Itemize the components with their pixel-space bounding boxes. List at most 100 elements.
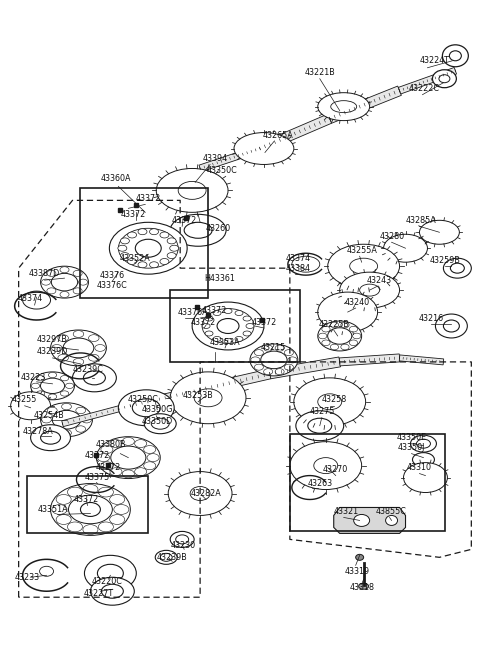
Ellipse shape xyxy=(205,331,213,336)
Text: 43372: 43372 xyxy=(74,495,99,504)
Ellipse shape xyxy=(410,435,436,452)
Text: 43375: 43375 xyxy=(85,473,110,482)
Ellipse shape xyxy=(132,399,160,417)
Ellipse shape xyxy=(205,316,213,321)
Ellipse shape xyxy=(147,454,159,462)
Ellipse shape xyxy=(76,426,85,432)
Ellipse shape xyxy=(101,445,113,453)
Text: 43374: 43374 xyxy=(18,293,43,303)
Text: 43352A: 43352A xyxy=(120,253,151,263)
Text: 43376C: 43376C xyxy=(97,280,128,290)
Ellipse shape xyxy=(224,309,232,314)
Text: 43258: 43258 xyxy=(322,395,348,404)
Ellipse shape xyxy=(167,238,176,244)
Text: 43222C: 43222C xyxy=(409,84,440,93)
Polygon shape xyxy=(258,114,332,153)
Ellipse shape xyxy=(88,354,99,361)
Ellipse shape xyxy=(120,238,130,244)
Ellipse shape xyxy=(213,310,221,316)
Text: 43350C: 43350C xyxy=(207,166,238,175)
Text: 43310: 43310 xyxy=(407,463,432,472)
Ellipse shape xyxy=(110,440,122,447)
Ellipse shape xyxy=(264,345,273,351)
Text: 43259B: 43259B xyxy=(430,255,461,265)
Text: 43239D: 43239D xyxy=(37,347,68,356)
Ellipse shape xyxy=(11,392,50,420)
Ellipse shape xyxy=(122,470,134,477)
Ellipse shape xyxy=(439,75,450,83)
Ellipse shape xyxy=(61,403,72,410)
Ellipse shape xyxy=(202,309,254,343)
Ellipse shape xyxy=(144,414,176,434)
Text: 43372: 43372 xyxy=(85,451,110,460)
Ellipse shape xyxy=(341,344,349,350)
Ellipse shape xyxy=(65,383,74,388)
Ellipse shape xyxy=(150,229,158,234)
Text: 43350G: 43350G xyxy=(142,405,173,414)
Text: 43275: 43275 xyxy=(310,407,336,417)
Ellipse shape xyxy=(52,504,67,514)
Bar xyxy=(170,290,300,362)
Ellipse shape xyxy=(213,337,221,341)
Ellipse shape xyxy=(178,181,206,199)
Ellipse shape xyxy=(114,504,129,514)
Ellipse shape xyxy=(40,378,65,394)
Ellipse shape xyxy=(73,358,84,365)
Ellipse shape xyxy=(160,553,172,561)
Ellipse shape xyxy=(31,372,74,400)
Ellipse shape xyxy=(83,525,98,534)
Ellipse shape xyxy=(58,335,69,341)
Ellipse shape xyxy=(192,302,264,350)
Text: 43224T: 43224T xyxy=(420,56,449,66)
Ellipse shape xyxy=(328,328,352,344)
Text: 43243: 43243 xyxy=(367,276,392,285)
Polygon shape xyxy=(199,369,271,395)
Text: 43216: 43216 xyxy=(419,314,444,322)
Ellipse shape xyxy=(110,468,122,476)
Ellipse shape xyxy=(48,373,57,378)
Ellipse shape xyxy=(234,132,294,164)
Text: 43255A: 43255A xyxy=(346,246,377,255)
Ellipse shape xyxy=(84,555,136,591)
Polygon shape xyxy=(62,403,131,426)
Ellipse shape xyxy=(69,495,112,524)
Ellipse shape xyxy=(217,318,239,333)
Ellipse shape xyxy=(308,419,332,433)
Ellipse shape xyxy=(135,239,161,257)
Text: 43239C: 43239C xyxy=(73,365,104,375)
Polygon shape xyxy=(334,508,406,533)
Text: 43376A: 43376A xyxy=(178,308,208,316)
Ellipse shape xyxy=(101,584,123,598)
Ellipse shape xyxy=(63,338,94,358)
Ellipse shape xyxy=(36,375,45,381)
Text: 43233: 43233 xyxy=(15,572,40,582)
Text: 43227T: 43227T xyxy=(84,589,113,598)
Ellipse shape xyxy=(349,326,358,332)
Text: 43350D: 43350D xyxy=(142,417,173,426)
Ellipse shape xyxy=(56,515,71,525)
Text: 43353A: 43353A xyxy=(210,339,240,347)
Polygon shape xyxy=(339,354,400,366)
Ellipse shape xyxy=(194,389,222,407)
Ellipse shape xyxy=(330,322,338,328)
Ellipse shape xyxy=(328,244,399,288)
Ellipse shape xyxy=(168,472,232,515)
Text: 43372: 43372 xyxy=(96,463,121,472)
Ellipse shape xyxy=(246,324,254,329)
Ellipse shape xyxy=(128,259,137,265)
Text: 43265A: 43265A xyxy=(263,131,293,140)
Ellipse shape xyxy=(109,515,125,525)
Text: 43318: 43318 xyxy=(349,583,374,591)
Ellipse shape xyxy=(119,390,174,426)
Text: 43372: 43372 xyxy=(120,210,146,219)
Ellipse shape xyxy=(36,391,45,396)
Ellipse shape xyxy=(60,391,69,396)
Text: 43215: 43215 xyxy=(260,343,286,352)
Ellipse shape xyxy=(84,371,106,385)
Ellipse shape xyxy=(156,168,228,212)
Text: 43221B: 43221B xyxy=(304,68,335,77)
Ellipse shape xyxy=(68,487,83,497)
Text: 43282A: 43282A xyxy=(191,489,221,498)
Text: 43351A: 43351A xyxy=(37,505,68,514)
Text: 43260: 43260 xyxy=(205,224,230,233)
